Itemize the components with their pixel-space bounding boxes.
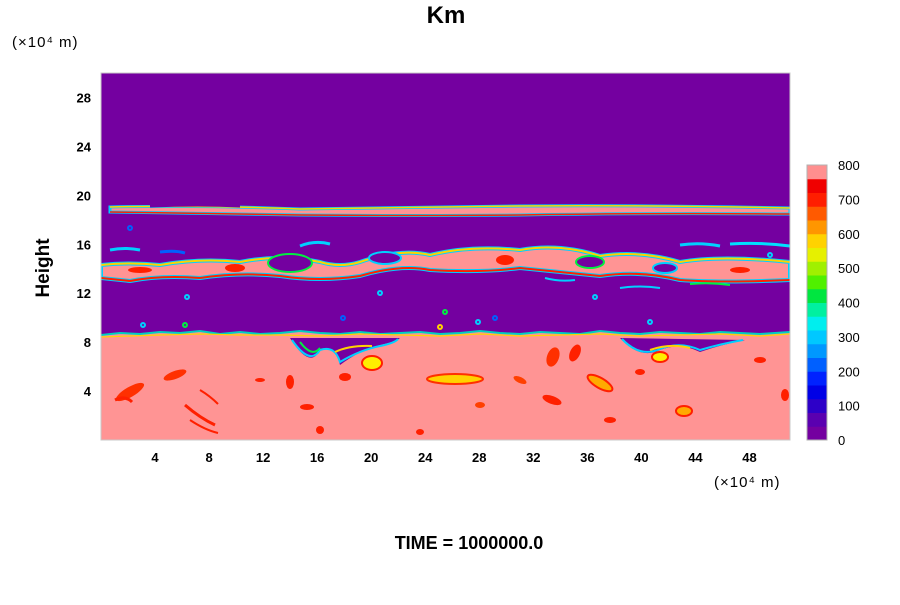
colorbar-frame	[806, 164, 828, 441]
time-label: TIME = 1000000.0	[395, 533, 544, 553]
x-tick-label: 48	[742, 450, 756, 465]
colorbar-swatch	[807, 316, 827, 331]
colorbar-tick-label: 800	[838, 158, 860, 173]
x-tick-label: 24	[418, 450, 433, 465]
colorbar-swatch	[807, 178, 827, 193]
colorbar-swatch	[807, 412, 827, 427]
plot-area	[101, 73, 790, 440]
colorbar-swatch	[807, 261, 827, 276]
x-tick-label: 44	[688, 450, 703, 465]
x-tick-label: 16	[310, 450, 324, 465]
colorbar-swatch	[807, 330, 827, 345]
colorbar-swatch	[807, 206, 827, 221]
colorbar-swatch	[807, 192, 827, 207]
y-tick-label: 24	[77, 139, 92, 154]
colorbar-tick-label: 200	[838, 364, 860, 379]
colorbar-tick-label: 600	[838, 227, 860, 242]
colorbar-tick-label: 100	[838, 399, 860, 414]
colorbar	[806, 164, 828, 441]
colorbar-swatch	[807, 385, 827, 400]
x-tick-label: 4	[151, 450, 159, 465]
colorbar-swatch	[807, 302, 827, 317]
y-tick-label: 4	[84, 384, 92, 399]
x-tick-label: 28	[472, 450, 486, 465]
lower-layer-features	[114, 338, 789, 435]
y-tick-label: 12	[77, 286, 91, 301]
colorbar-swatch	[807, 426, 827, 441]
colorbar-swatch	[807, 165, 827, 180]
colorbar-swatch	[807, 343, 827, 358]
chart-title: Km	[427, 2, 466, 29]
lower-layer-edge	[101, 329, 790, 336]
colorbar-ticks: 0 100 200 300 400 500 600 700 800	[838, 158, 860, 448]
x-tick-label: 36	[580, 450, 594, 465]
y-tick-label: 20	[77, 188, 91, 203]
colorbar-swatch	[807, 233, 827, 248]
colorbar-tick-label: 0	[838, 433, 845, 448]
y-tick-label: 8	[84, 335, 91, 350]
middle-band	[101, 240, 790, 289]
colorbar-tick-label: 700	[838, 192, 860, 207]
colorbar-swatch	[807, 220, 827, 235]
y-tick-label: 28	[77, 90, 91, 105]
colorbar-tick-label: 300	[838, 330, 860, 345]
x-tick-label: 20	[364, 450, 378, 465]
colorbar-swatch	[807, 357, 827, 372]
y-unit-label: (×10⁴ m)	[12, 34, 79, 51]
x-tick-label: 40	[634, 450, 648, 465]
y-tick-label: 16	[77, 237, 91, 252]
colorbar-swatch	[807, 247, 827, 262]
x-tick-label: 12	[256, 450, 270, 465]
x-unit-label: (×10⁴ m)	[714, 474, 781, 491]
lower-layer-edge-inner	[101, 333, 790, 338]
colorbar-swatch	[807, 398, 827, 413]
lower-layer-fill	[101, 331, 790, 440]
plot-frame	[100, 72, 791, 441]
x-axis-ticks: 4 8 12 16 20 24 28 32 36 40 44 48	[151, 450, 756, 465]
colorbar-tick-label: 500	[838, 261, 860, 276]
x-tick-label: 8	[205, 450, 212, 465]
x-tick-label: 32	[526, 450, 540, 465]
upper-band	[108, 203, 790, 217]
colorbar-swatch	[807, 275, 827, 290]
scattered-cells	[127, 225, 773, 330]
y-axis-ticks: 4 8 12 16 20 24 28	[77, 90, 92, 399]
colorbar-tick-label: 400	[838, 296, 860, 311]
colorbar-swatch	[807, 371, 827, 386]
colorbar-swatch	[807, 288, 827, 303]
y-axis-label: Height	[33, 238, 54, 298]
